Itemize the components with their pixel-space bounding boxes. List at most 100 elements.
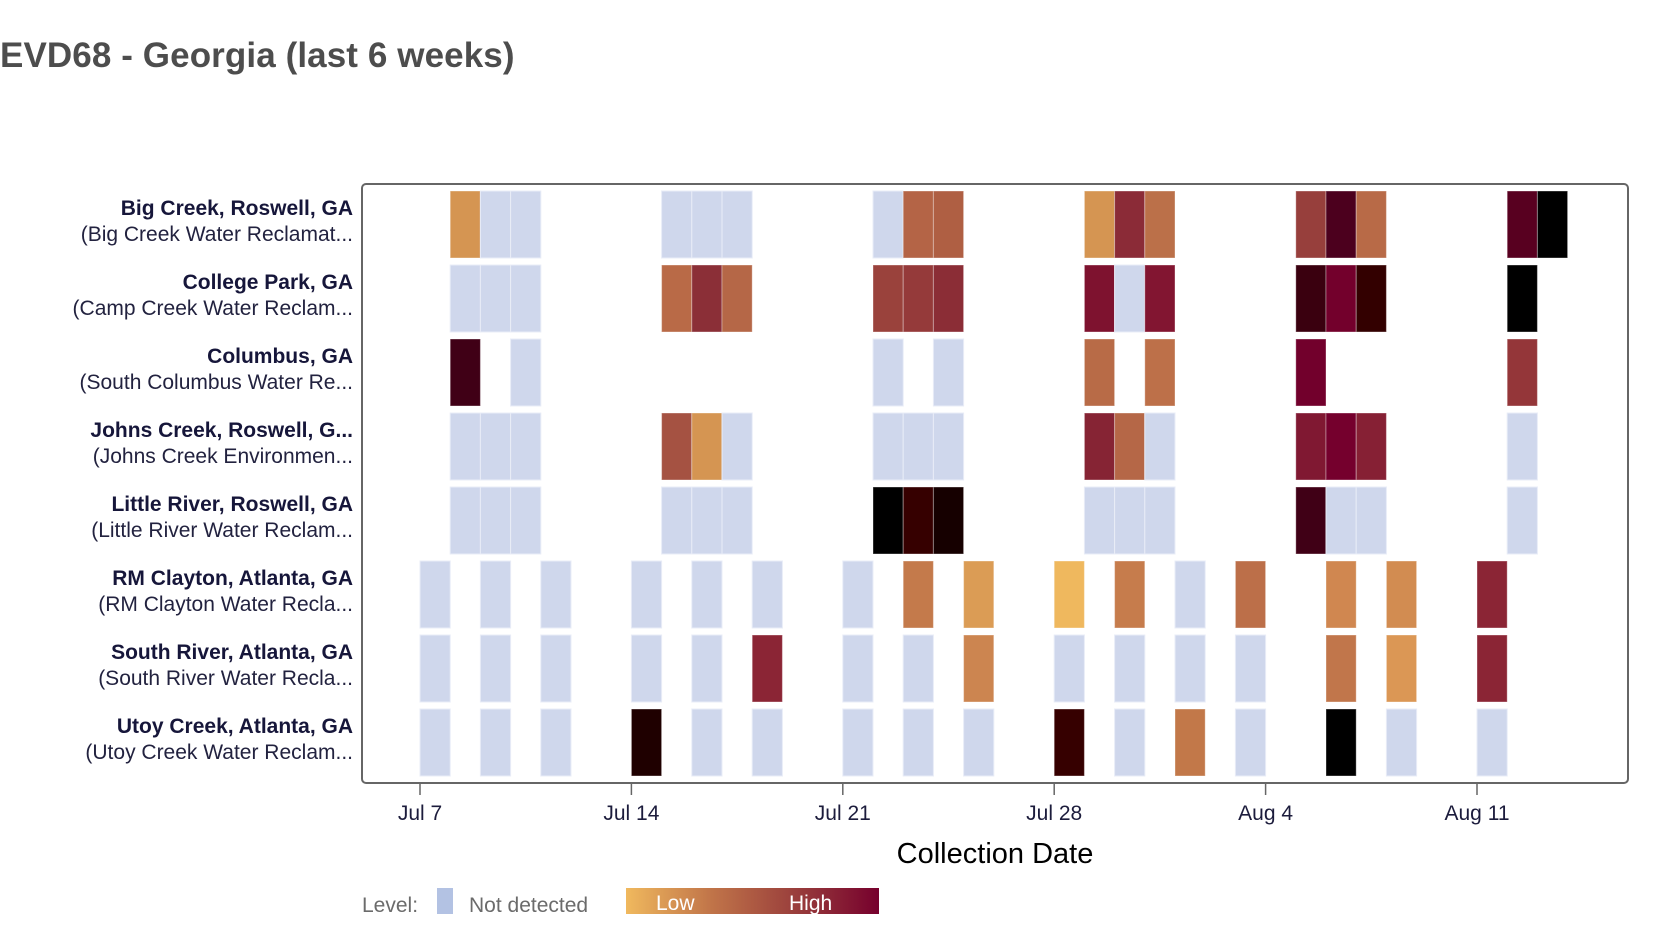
heatmap-cell[interactable]: Johns Creek, Roswell, G... Jul 31: Not d…: [1144, 412, 1176, 481]
heatmap-cell[interactable]: Utoy Creek, Atlanta, GA Jul 28: Detected: [1053, 708, 1085, 777]
heatmap-cell[interactable]: Little River, Roswell, GA Aug 7: Not det…: [1355, 486, 1387, 555]
heatmap-cell[interactable]: South River, Atlanta, GA Jul 28: Not det…: [1053, 634, 1085, 703]
heatmap-cell[interactable]: South River, Atlanta, GA Jul 11: Not det…: [540, 634, 572, 703]
heatmap-cell[interactable]: College Park, GA Aug 12: Detected: [1506, 264, 1538, 333]
heatmap-cell[interactable]: South River, Atlanta, GA Jul 16: Not det…: [691, 634, 723, 703]
heatmap-cell[interactable]: RM Clayton, Atlanta, GA Jul 28: Detected: [1053, 560, 1085, 629]
heatmap-cell[interactable]: RM Clayton, Atlanta, GA Jul 16: Not dete…: [691, 560, 723, 629]
heatmap-cell[interactable]: RM Clayton, Atlanta, GA Aug 8: Detected: [1385, 560, 1418, 629]
heatmap-cell[interactable]: College Park, GA Jul 29: Detected: [1083, 264, 1116, 333]
heatmap-cell[interactable]: Big Creek, Roswell, GA Jul 23: Detected: [902, 190, 934, 259]
heatmap-cell[interactable]: Big Creek, Roswell, GA Jul 24: Detected: [932, 190, 965, 259]
heatmap-cell[interactable]: Columbus, GA Jul 22: Not detected: [872, 338, 904, 407]
heatmap-cell[interactable]: Utoy Creek, Atlanta, GA Jul 30: Not dete…: [1114, 708, 1146, 777]
heatmap-cell[interactable]: College Park, GA Jul 30: Not detected: [1114, 264, 1146, 333]
heatmap-cell[interactable]: Big Creek, Roswell, GA Aug 7: Detected: [1355, 190, 1387, 259]
heatmap-cell[interactable]: Utoy Creek, Atlanta, GA Jul 25: Not dete…: [963, 708, 995, 777]
heatmap-cell[interactable]: Utoy Creek, Atlanta, GA Jul 23: Not dete…: [902, 708, 934, 777]
heatmap-cell[interactable]: RM Clayton, Atlanta, GA Jul 25: Detected: [963, 560, 995, 629]
heatmap-cell[interactable]: College Park, GA Jul 9: Not detected: [479, 264, 512, 333]
heatmap-cell[interactable]: Utoy Creek, Atlanta, GA Jul 21: Not dete…: [842, 708, 874, 777]
heatmap-cell[interactable]: Utoy Creek, Atlanta, GA Aug 8: Not detec…: [1385, 708, 1418, 777]
heatmap-cell[interactable]: South River, Atlanta, GA Aug 6: Detected: [1325, 634, 1357, 703]
heatmap-cell[interactable]: Utoy Creek, Atlanta, GA Jul 16: Not dete…: [691, 708, 723, 777]
heatmap-cell[interactable]: College Park, GA Aug 5: Detected: [1295, 264, 1327, 333]
heatmap-cell[interactable]: Johns Creek, Roswell, G... Aug 12: Not d…: [1506, 412, 1538, 481]
heatmap-cell[interactable]: Johns Creek, Roswell, G... Jul 29: Detec…: [1083, 412, 1116, 481]
heatmap-cell[interactable]: Johns Creek, Roswell, G... Jul 9: Not de…: [479, 412, 512, 481]
heatmap-cell[interactable]: Big Creek, Roswell, GA Aug 6: Detected: [1325, 190, 1357, 259]
heatmap-cell[interactable]: RM Clayton, Atlanta, GA Aug 11: Detected: [1476, 560, 1508, 629]
heatmap-cell[interactable]: Big Creek, Roswell, GA Aug 5: Detected: [1295, 190, 1327, 259]
heatmap-cell[interactable]: Little River, Roswell, GA Jul 10: Not de…: [510, 486, 542, 555]
heatmap-cell[interactable]: Columbus, GA Aug 5: Detected: [1295, 338, 1327, 407]
heatmap-cell[interactable]: Big Creek, Roswell, GA Jul 9: Not detect…: [479, 190, 512, 259]
heatmap-cell[interactable]: RM Clayton, Atlanta, GA Jul 11: Not dete…: [540, 560, 572, 629]
heatmap-cell[interactable]: College Park, GA Aug 6: Detected: [1325, 264, 1357, 333]
heatmap-cell[interactable]: Columbus, GA Jul 29: Detected: [1083, 338, 1116, 407]
heatmap-cell[interactable]: South River, Atlanta, GA Aug 11: Detecte…: [1476, 634, 1508, 703]
heatmap-cell[interactable]: Little River, Roswell, GA Aug 5: Detecte…: [1295, 486, 1327, 555]
heatmap-cell[interactable]: Big Creek, Roswell, GA Jul 22: Not detec…: [872, 190, 904, 259]
heatmap-cell[interactable]: Big Creek, Roswell, GA Jul 29: Detected: [1083, 190, 1116, 259]
heatmap-cell[interactable]: Utoy Creek, Atlanta, GA Jul 14: Detected: [630, 708, 663, 777]
heatmap-cell[interactable]: College Park, GA Jul 15: Detected: [661, 264, 693, 333]
heatmap-cell[interactable]: Columbus, GA Jul 10: Not detected: [510, 338, 542, 407]
heatmap-cell[interactable]: Little River, Roswell, GA Aug 6: Not det…: [1325, 486, 1357, 555]
heatmap-cell[interactable]: RM Clayton, Atlanta, GA Aug 1: Not detec…: [1174, 560, 1206, 629]
heatmap-cell[interactable]: South River, Atlanta, GA Jul 14: Not det…: [630, 634, 663, 703]
heatmap-cell[interactable]: South River, Atlanta, GA Jul 18: Detecte…: [751, 634, 783, 703]
heatmap-cell[interactable]: Little River, Roswell, GA Jul 8: Not det…: [449, 486, 481, 555]
heatmap-cell[interactable]: South River, Atlanta, GA Jul 21: Not det…: [842, 634, 874, 703]
heatmap-cell[interactable]: Johns Creek, Roswell, G... Jul 16: Detec…: [691, 412, 723, 481]
heatmap-cell[interactable]: Little River, Roswell, GA Jul 9: Not det…: [479, 486, 512, 555]
heatmap-cell[interactable]: Little River, Roswell, GA Jul 17: Not de…: [721, 486, 753, 555]
heatmap-cell[interactable]: South River, Atlanta, GA Jul 9: Not dete…: [479, 634, 512, 703]
heatmap-cell[interactable]: RM Clayton, Atlanta, GA Aug 3: Detected: [1234, 560, 1267, 629]
heatmap-cell[interactable]: Johns Creek, Roswell, G... Aug 5: Detect…: [1295, 412, 1327, 481]
heatmap-cell[interactable]: Big Creek, Roswell, GA Jul 17: Not detec…: [721, 190, 753, 259]
heatmap-cell[interactable]: Little River, Roswell, GA Jul 15: Not de…: [661, 486, 693, 555]
heatmap-cell[interactable]: Big Creek, Roswell, GA Aug 13: Detected: [1536, 190, 1569, 259]
heatmap-cell[interactable]: College Park, GA Jul 16: Detected: [691, 264, 723, 333]
heatmap-cell[interactable]: South River, Atlanta, GA Aug 3: Not dete…: [1234, 634, 1267, 703]
heatmap-cell[interactable]: College Park, GA Jul 22: Detected: [872, 264, 904, 333]
heatmap-cell[interactable]: College Park, GA Jul 17: Detected: [721, 264, 753, 333]
heatmap-cell[interactable]: College Park, GA Jul 23: Detected: [902, 264, 934, 333]
heatmap-cell[interactable]: Johns Creek, Roswell, G... Jul 15: Detec…: [661, 412, 693, 481]
heatmap-cell[interactable]: Johns Creek, Roswell, G... Aug 7: Detect…: [1355, 412, 1387, 481]
heatmap-cell[interactable]: Utoy Creek, Atlanta, GA Aug 3: Not detec…: [1234, 708, 1267, 777]
heatmap-cell[interactable]: Utoy Creek, Atlanta, GA Aug 6: Detected: [1325, 708, 1357, 777]
heatmap-cell[interactable]: Big Creek, Roswell, GA Jul 15: Not detec…: [661, 190, 693, 259]
heatmap-cell[interactable]: South River, Atlanta, GA Jul 23: Not det…: [902, 634, 934, 703]
heatmap-cell[interactable]: RM Clayton, Atlanta, GA Jul 21: Not dete…: [842, 560, 874, 629]
heatmap-cell[interactable]: Utoy Creek, Atlanta, GA Jul 11: Not dete…: [540, 708, 572, 777]
heatmap-cell[interactable]: Big Creek, Roswell, GA Aug 12: Detected: [1506, 190, 1538, 259]
heatmap-cell[interactable]: Little River, Roswell, GA Jul 31: Not de…: [1144, 486, 1176, 555]
heatmap-cell[interactable]: Johns Creek, Roswell, G... Jul 23: Not d…: [902, 412, 934, 481]
heatmap-cell[interactable]: Columbus, GA Aug 12: Detected: [1506, 338, 1538, 407]
heatmap-cell[interactable]: RM Clayton, Atlanta, GA Jul 18: Not dete…: [751, 560, 783, 629]
heatmap-cell[interactable]: Johns Creek, Roswell, G... Jul 22: Not d…: [872, 412, 904, 481]
heatmap-cell[interactable]: College Park, GA Aug 7: Detected: [1355, 264, 1387, 333]
heatmap-cell[interactable]: Utoy Creek, Atlanta, GA Aug 11: Not dete…: [1476, 708, 1508, 777]
heatmap-cell[interactable]: Little River, Roswell, GA Jul 30: Not de…: [1114, 486, 1146, 555]
heatmap-cell[interactable]: RM Clayton, Atlanta, GA Jul 7: Not detec…: [419, 560, 451, 629]
heatmap-cell[interactable]: Johns Creek, Roswell, G... Jul 17: Not d…: [721, 412, 753, 481]
heatmap-cell[interactable]: Big Creek, Roswell, GA Jul 8: Detected: [449, 190, 481, 259]
heatmap-cell[interactable]: Johns Creek, Roswell, G... Jul 30: Detec…: [1114, 412, 1146, 481]
heatmap-cell[interactable]: Little River, Roswell, GA Jul 23: Detect…: [902, 486, 934, 555]
heatmap-cell[interactable]: South River, Atlanta, GA Jul 30: Not det…: [1114, 634, 1146, 703]
heatmap-cell[interactable]: Utoy Creek, Atlanta, GA Jul 7: Not detec…: [419, 708, 451, 777]
heatmap-cell[interactable]: College Park, GA Jul 10: Not detected: [510, 264, 542, 333]
heatmap-cell[interactable]: College Park, GA Jul 8: Not detected: [449, 264, 481, 333]
heatmap-cell[interactable]: RM Clayton, Atlanta, GA Jul 14: Not dete…: [630, 560, 663, 629]
heatmap-cell[interactable]: South River, Atlanta, GA Aug 8: Detected: [1385, 634, 1418, 703]
heatmap-cell[interactable]: Big Creek, Roswell, GA Jul 16: Not detec…: [691, 190, 723, 259]
heatmap-cell[interactable]: Utoy Creek, Atlanta, GA Jul 9: Not detec…: [479, 708, 512, 777]
heatmap-cell[interactable]: Johns Creek, Roswell, G... Jul 10: Not d…: [510, 412, 542, 481]
heatmap-cell[interactable]: Big Creek, Roswell, GA Jul 30: Detected: [1114, 190, 1146, 259]
heatmap-cell[interactable]: Little River, Roswell, GA Jul 16: Not de…: [691, 486, 723, 555]
heatmap-cell[interactable]: Columbus, GA Jul 24: Not detected: [932, 338, 965, 407]
heatmap-cell[interactable]: South River, Atlanta, GA Jul 25: Detecte…: [963, 634, 995, 703]
